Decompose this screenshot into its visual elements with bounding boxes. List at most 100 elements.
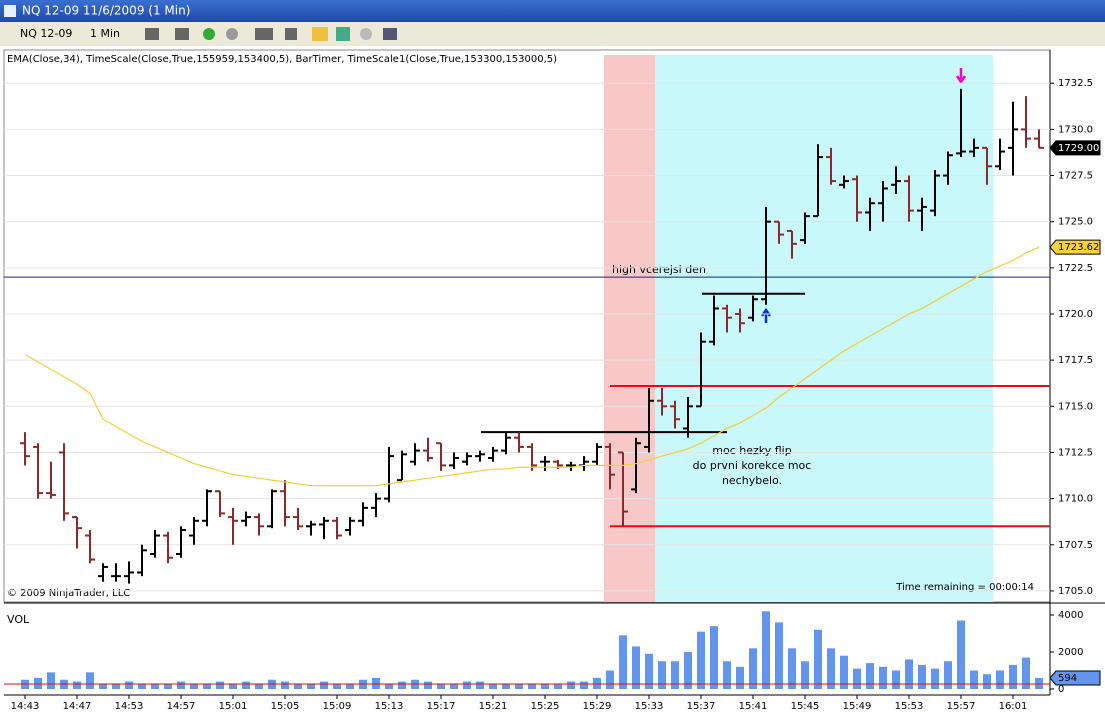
bar-type-button[interactable] — [145, 28, 159, 40]
volume-bar — [918, 664, 926, 689]
volume-bar — [996, 670, 1004, 689]
volume-bar — [827, 648, 835, 689]
volume-tick-label: 2000 — [1058, 647, 1083, 658]
last-price-label-box — [1049, 140, 1101, 156]
annotation: nechybelo. — [722, 474, 782, 487]
volume-bar — [684, 652, 692, 689]
volume-bar — [125, 681, 133, 689]
y-tick-label: 1707.5 — [1058, 540, 1093, 551]
volume-bar — [736, 666, 744, 689]
volume-bar — [320, 681, 328, 689]
x-tick-label: 15:33 — [635, 701, 664, 712]
record-button[interactable] — [360, 28, 372, 40]
volume-bar — [307, 683, 315, 689]
y-tick-label: 1717.5 — [1058, 355, 1093, 366]
volume-bar — [840, 655, 848, 689]
ema-price-label-box — [1049, 239, 1101, 255]
app-icon — [4, 5, 16, 17]
volume-bar — [190, 683, 198, 689]
volume-bar — [203, 683, 211, 689]
volume-bar — [762, 611, 770, 689]
props-button[interactable] — [285, 28, 297, 40]
interval-select[interactable]: 1 Min — [90, 27, 120, 40]
x-tick-label: 15:41 — [739, 701, 768, 712]
volume-bar — [788, 648, 796, 689]
y-tick-label: 1710.0 — [1058, 494, 1093, 505]
y-tick-label: 1730.0 — [1058, 124, 1093, 135]
y-tick-label: 1722.5 — [1058, 263, 1093, 274]
draw-button[interactable] — [175, 28, 189, 40]
last-volume-label: 594 — [1058, 673, 1077, 684]
volume-tick-label: 0 — [1058, 684, 1064, 695]
volume-bar — [385, 683, 393, 689]
zoom-out-button[interactable] — [226, 28, 238, 40]
volume-bar — [476, 681, 484, 689]
volume-bar — [879, 666, 887, 689]
time-remaining: Time remaining = 00:00:14 — [895, 582, 1034, 593]
volume-bar — [814, 629, 822, 689]
last-volume-label-box — [1049, 670, 1101, 686]
volume-bar — [957, 620, 965, 689]
x-tick-label: 14:53 — [115, 701, 144, 712]
volume-bar — [931, 668, 939, 689]
volume-bar — [944, 661, 952, 689]
volume-bar — [697, 631, 705, 689]
volume-bar — [372, 677, 380, 689]
toolbar-icons — [145, 27, 397, 41]
volume-bar — [801, 661, 809, 689]
y-tick-label: 1720.0 — [1058, 309, 1093, 320]
x-tick-label: 14:47 — [63, 701, 92, 712]
volume-bar — [281, 681, 289, 689]
strategy-button[interactable] — [312, 27, 328, 41]
volume-bar — [294, 683, 302, 689]
y-tick-label: 1715.0 — [1058, 401, 1093, 412]
x-tick-label: 15:53 — [895, 701, 924, 712]
y-tick-label: 1712.5 — [1058, 447, 1093, 458]
volume-bar — [164, 683, 172, 689]
volume-bar — [99, 683, 107, 689]
y-tick-label: 1725.0 — [1058, 217, 1093, 228]
x-tick-label: 15:09 — [323, 701, 352, 712]
ema-line — [24, 246, 1040, 487]
volume-bar — [73, 681, 81, 689]
volume-bar — [489, 683, 497, 689]
x-tick-label: 15:01 — [219, 701, 248, 712]
x-tick-label: 15:49 — [843, 701, 872, 712]
volume-bar — [346, 683, 354, 689]
volume-bar — [710, 626, 718, 689]
annotation: do prvni korekce moc — [693, 459, 812, 472]
x-tick-label: 15:37 — [687, 701, 716, 712]
x-tick-label: 15:17 — [427, 701, 456, 712]
volume-bar — [463, 681, 471, 689]
volume-bar — [528, 683, 536, 689]
volume-bar — [658, 661, 666, 689]
volume-bar — [47, 672, 55, 689]
indicator-button[interactable] — [336, 27, 350, 41]
volume-label: VOL — [7, 613, 30, 626]
x-tick-label: 15:29 — [583, 701, 612, 712]
volume-bar — [866, 663, 874, 689]
copyright: © 2009 NinjaTrader, LLC — [7, 588, 130, 599]
data-button[interactable] — [383, 28, 397, 40]
zoom-in-button[interactable] — [203, 28, 215, 40]
annotation: high vcerejsi den — [612, 263, 706, 276]
toolbar — [0, 22, 1105, 46]
x-tick-label: 15:13 — [375, 701, 404, 712]
volume-bar — [424, 681, 432, 689]
x-tick-label: 14:43 — [11, 701, 40, 712]
instrument-select[interactable]: NQ 12-09 — [20, 27, 72, 40]
y-tick-label: 1727.5 — [1058, 171, 1093, 182]
title-bar — [0, 0, 1105, 22]
x-tick-label: 14:57 — [167, 701, 196, 712]
volume-bar — [34, 677, 42, 689]
volume-bar — [619, 635, 627, 689]
volume-bar — [554, 683, 562, 689]
volume-bar — [1009, 664, 1017, 689]
volume-bar — [216, 681, 224, 689]
volume-bar — [645, 653, 653, 689]
volume-bar — [970, 670, 978, 689]
volume-bar — [671, 661, 679, 689]
crosshair-button[interactable] — [255, 28, 273, 40]
volume-bar — [229, 683, 237, 689]
